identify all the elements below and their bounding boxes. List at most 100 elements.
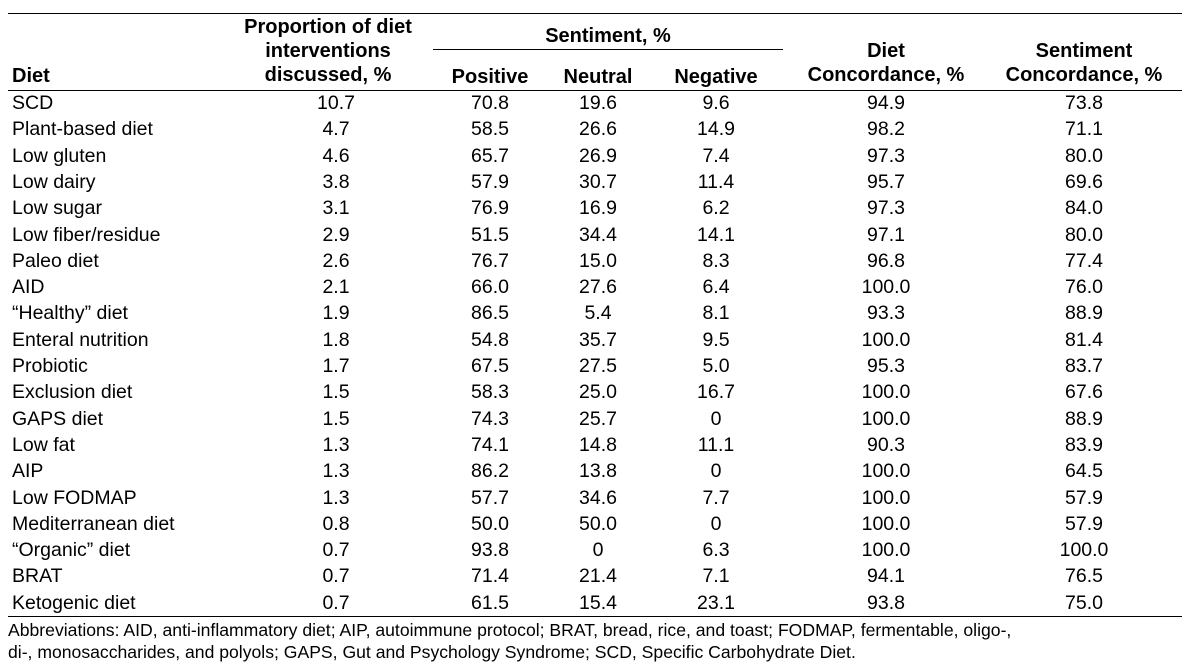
header-sentiment-group: Sentiment, % [545,25,671,47]
cell-positive: 51.5 [471,223,509,246]
cell-negative: 23.1 [697,591,735,614]
header-positive: Positive [451,66,529,88]
table-row: AIP 1.3 86.2 13.8 0 100.0 64.5 [8,458,1182,484]
header-rule [8,90,1182,91]
cell-proportion: 4.7 [322,118,350,141]
table-row: Enteral nutrition 1.8 54.8 35.7 9.5 100.0 81.4 [8,327,1182,353]
cell-neutral: 15.4 [579,591,617,614]
table-row: Low FODMAP 1.3 57.7 34.6 7.7 100.0 57.9 [8,485,1182,511]
cell-neutral: 26.6 [579,118,617,141]
cell-positive: 71.4 [471,565,509,588]
cell-neutral: 27.6 [579,276,617,299]
cell-sentiment-concordance: 76.0 [1065,276,1103,299]
cell-negative: 7.1 [702,565,730,588]
cell-diet-concordance: 100.0 [861,539,911,562]
cell-diet-concordance: 90.3 [867,433,905,456]
cell-negative: 8.1 [702,302,730,325]
table-row: Ketogenic diet 0.7 61.5 15.4 23.1 93.8 75.0 [8,590,1182,616]
cell-diet-concordance: 98.2 [867,118,905,141]
cell-diet: Mediterranean diet [12,512,175,535]
cell-diet: AIP [12,460,44,483]
cell-diet: BRAT [12,565,63,588]
cell-positive: 61.5 [471,591,509,614]
cell-sentiment-concordance: 73.8 [1065,92,1103,114]
header-sentiment-concordance-line-2: Concordance, % [1005,64,1163,86]
cell-negative: 5.0 [702,355,730,377]
table-row: AID 2.1 66.0 27.6 6.4 100.0 76.0 [8,274,1182,300]
cell-sentiment-concordance: 88.9 [1065,302,1103,325]
header-proportion-line-3: discussed, % [264,64,392,86]
cell-proportion: 10.7 [317,92,355,114]
table-row: Plant-based diet 4.7 58.5 26.6 14.9 98.2 71.1 [8,116,1182,142]
footnote: Abbreviations: AID, anti-inflammatory di… [8,619,1182,663]
table-row: Mediterranean diet 0.8 50.0 50.0 0 100.0 57.9 [8,511,1182,537]
table-row: “Healthy” diet 1.9 86.5 5.4 8.1 93.3 88.9 [8,300,1182,326]
cell-proportion: 1.5 [322,407,350,430]
header-diet-concordance-line-1: Diet [867,40,905,62]
cell-neutral: 27.5 [579,355,617,377]
cell-negative: 6.3 [702,539,730,562]
cell-negative: 6.2 [702,197,730,220]
cell-diet-concordance: 94.9 [867,92,905,114]
cell-positive: 70.8 [471,92,509,114]
cell-proportion: 0.7 [322,539,350,562]
cell-sentiment-concordance: 76.5 [1065,565,1103,588]
header-diet: Diet [12,65,50,87]
bottom-rule [8,616,1182,617]
cell-diet-concordance: 96.8 [867,249,905,272]
table-row: Probiotic 1.7 67.5 27.5 5.0 95.3 83.7 [8,353,1182,379]
cell-sentiment-concordance: 67.6 [1065,381,1103,404]
top-rule [8,13,1182,14]
cell-proportion: 0.7 [322,591,350,614]
cell-proportion: 2.6 [322,249,350,272]
cell-positive: 50.0 [471,512,509,535]
cell-neutral: 30.7 [579,170,617,193]
header-negative: Negative [674,66,758,88]
cell-sentiment-concordance: 84.0 [1065,197,1103,220]
cell-proportion: 1.3 [322,433,350,456]
cell-diet: Low dairy [12,170,96,193]
cell-negative: 16.7 [697,381,735,404]
cell-diet-concordance: 97.1 [867,223,905,246]
table-row: “Organic” diet 0.7 93.8 0 6.3 100.0 100.0 [8,537,1182,563]
cell-neutral: 26.9 [579,144,617,167]
cell-proportion: 0.8 [322,512,350,535]
cell-proportion: 1.5 [322,381,350,404]
cell-neutral: 25.0 [579,381,617,404]
cell-sentiment-concordance: 83.9 [1065,433,1103,456]
cell-proportion: 2.9 [322,223,350,246]
cell-sentiment-concordance: 80.0 [1065,144,1103,167]
header-sentiment-concordance: Sentiment Concordance, % [986,39,1182,87]
table-row: GAPS diet 1.5 74.3 25.7 0 100.0 88.9 [8,406,1182,432]
cell-positive: 74.1 [471,433,509,456]
cell-sentiment-concordance: 71.1 [1065,118,1103,141]
cell-positive: 57.7 [471,486,509,509]
table-row: BRAT 0.7 71.4 21.4 7.1 94.1 76.5 [8,563,1182,589]
cell-positive: 58.3 [471,381,509,404]
cell-diet-concordance: 95.3 [867,355,905,377]
cell-negative: 0 [710,407,722,430]
cell-diet: “Organic” diet [12,539,131,562]
cell-neutral: 16.9 [579,197,617,220]
header-proportion-line-2: interventions [265,40,391,62]
cell-diet: Low gluten [12,144,107,167]
cell-neutral: 50.0 [579,512,617,535]
cell-diet: Paleo diet [12,249,99,272]
cell-sentiment-concordance: 75.0 [1065,591,1103,614]
cell-diet-concordance: 93.3 [867,302,905,325]
cell-neutral: 35.7 [579,328,617,351]
cell-positive: 65.7 [471,144,509,167]
cell-proportion: 3.1 [322,197,350,220]
cell-negative: 6.4 [702,276,730,299]
cell-diet-concordance: 100.0 [861,276,911,299]
header-proportion-line-1: Proportion of diet [244,16,412,38]
cell-positive: 76.7 [471,249,509,272]
cell-neutral: 19.6 [579,92,617,114]
cell-sentiment-concordance: 57.9 [1065,486,1103,509]
footnote-line-2: di-, monosaccharides, and polyols; GAPS,… [8,642,856,662]
cell-proportion: 1.3 [322,486,350,509]
cell-sentiment-concordance: 88.9 [1065,407,1103,430]
header-proportion: Proportion of diet interventions discuss… [224,15,432,87]
cell-sentiment-concordance: 57.9 [1065,512,1103,535]
cell-diet-concordance: 100.0 [861,328,911,351]
